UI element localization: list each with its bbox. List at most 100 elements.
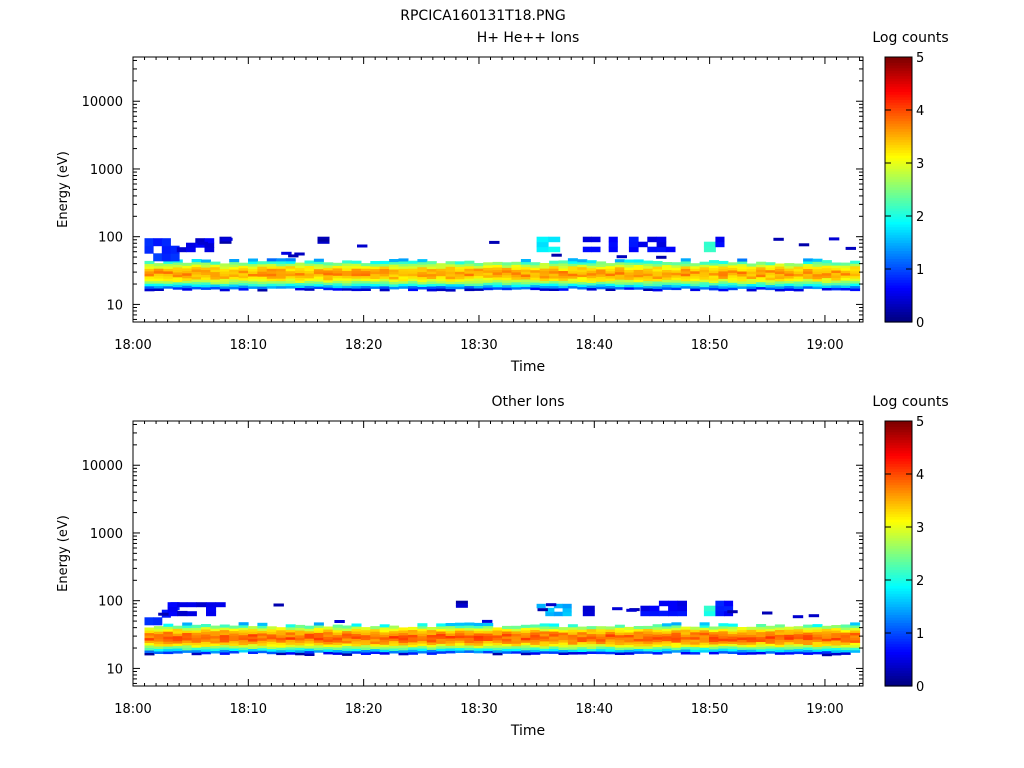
heatmap-cell [803,258,814,262]
heatmap-cell [812,651,823,655]
heatmap-cell [379,275,390,279]
heatmap-speck [281,251,292,255]
heatmap-cell [445,283,456,287]
heatmap-cell [671,274,682,278]
heatmap-cell [153,265,164,269]
heatmap-cell [831,639,842,643]
heatmap-cell [652,263,663,267]
heatmap-cell [727,650,738,654]
heatmap-cell [295,265,306,269]
colorbar-step [885,519,912,523]
heatmap-cell [784,649,795,653]
heatmap-cell [793,643,804,647]
heatmap-cell [520,266,531,270]
heatmap-cell [191,268,202,272]
heatmap-cell [643,270,654,274]
heatmap-cell [850,283,861,287]
heatmap-cell [379,288,390,292]
heatmap-cells [144,236,861,292]
heatmap-cell [408,288,418,292]
colorbar-step [885,173,912,177]
heatmap-cell [850,639,861,643]
heatmap-cell [662,628,672,632]
heatmap-cell [502,282,512,286]
heatmap-cell [426,288,437,292]
heatmap-cell [586,650,597,654]
heatmap-cell [662,271,672,275]
colorbar-step [885,431,912,435]
heatmap-cell [304,643,315,647]
heatmap-cell [605,628,616,632]
heatmap-cell [257,288,268,292]
heatmap-cell [680,270,691,274]
heatmap-cell [765,274,776,278]
heatmap-cell [276,260,287,264]
heatmap-cell [492,642,503,646]
heatmap-cell [389,286,400,290]
heatmap-cell [182,267,193,271]
heatmap-cell [229,281,240,285]
heatmap-cell [596,643,607,647]
heatmap-cell [445,273,456,277]
heatmap-cell [850,263,861,267]
heatmap-cell [530,639,541,643]
heatmap-cell [304,277,315,281]
heatmap-cell [360,651,371,655]
heatmap-cell [182,622,193,626]
heatmap-cell [850,268,861,272]
heatmap-cell [276,275,287,279]
heatmap-cell [492,266,503,270]
heatmap-cell [332,627,343,631]
heatmap-cell [473,627,484,631]
heatmap-cell [850,647,861,651]
heatmap-patch-cell [144,245,154,254]
heatmap-cell [285,278,296,282]
heatmap-cell [643,645,654,649]
heatmap-cell [229,647,240,651]
heatmap-cell [464,265,475,269]
heatmap-cell [379,260,390,264]
heatmap-cell [370,646,381,650]
colorbar-step [885,210,912,214]
heatmap-cell [313,629,324,633]
heatmap-cell [737,627,748,631]
heatmap-cell [313,271,324,275]
heatmap-cell [821,265,832,269]
heatmap-patch-cell [536,241,549,248]
heatmap-cell [464,288,475,292]
heatmap-speck [482,619,493,623]
heatmap-cell [690,285,701,289]
heatmap-cell [774,631,785,635]
heatmap-cell [643,268,654,272]
heatmap-cell [323,638,334,642]
heatmap-cell [821,643,832,647]
heatmap-cell [445,647,456,651]
heatmap-cell [793,636,804,640]
heatmap-cell [398,283,409,287]
heatmap-cell [210,266,221,270]
heatmap-cell [511,643,522,647]
heatmap-cell [323,287,334,291]
heatmap-cell [210,269,221,273]
heatmap-cell [633,264,644,268]
heatmap-cell [295,624,306,628]
heatmap-cell [727,643,738,647]
heatmap-cell [398,649,409,653]
heatmap-cell [690,636,701,640]
heatmap-cell [483,650,494,654]
heatmap-cell [539,635,550,639]
colorbar-step [885,271,912,275]
heatmap-cell [313,647,324,651]
heatmap-cell [502,630,512,634]
x-tick-label: 18:30 [460,338,497,353]
heatmap-cell [850,285,861,289]
colorbar-step [885,149,912,153]
heatmap-cell [652,278,663,282]
heatmap-cell [295,272,306,276]
heatmap-patch-cell [703,246,716,253]
heatmap-cell [163,283,174,287]
heatmap-cell [539,273,550,277]
heatmap-cell [680,644,691,648]
heatmap-cell [426,273,437,277]
heatmap-cell [370,638,381,642]
